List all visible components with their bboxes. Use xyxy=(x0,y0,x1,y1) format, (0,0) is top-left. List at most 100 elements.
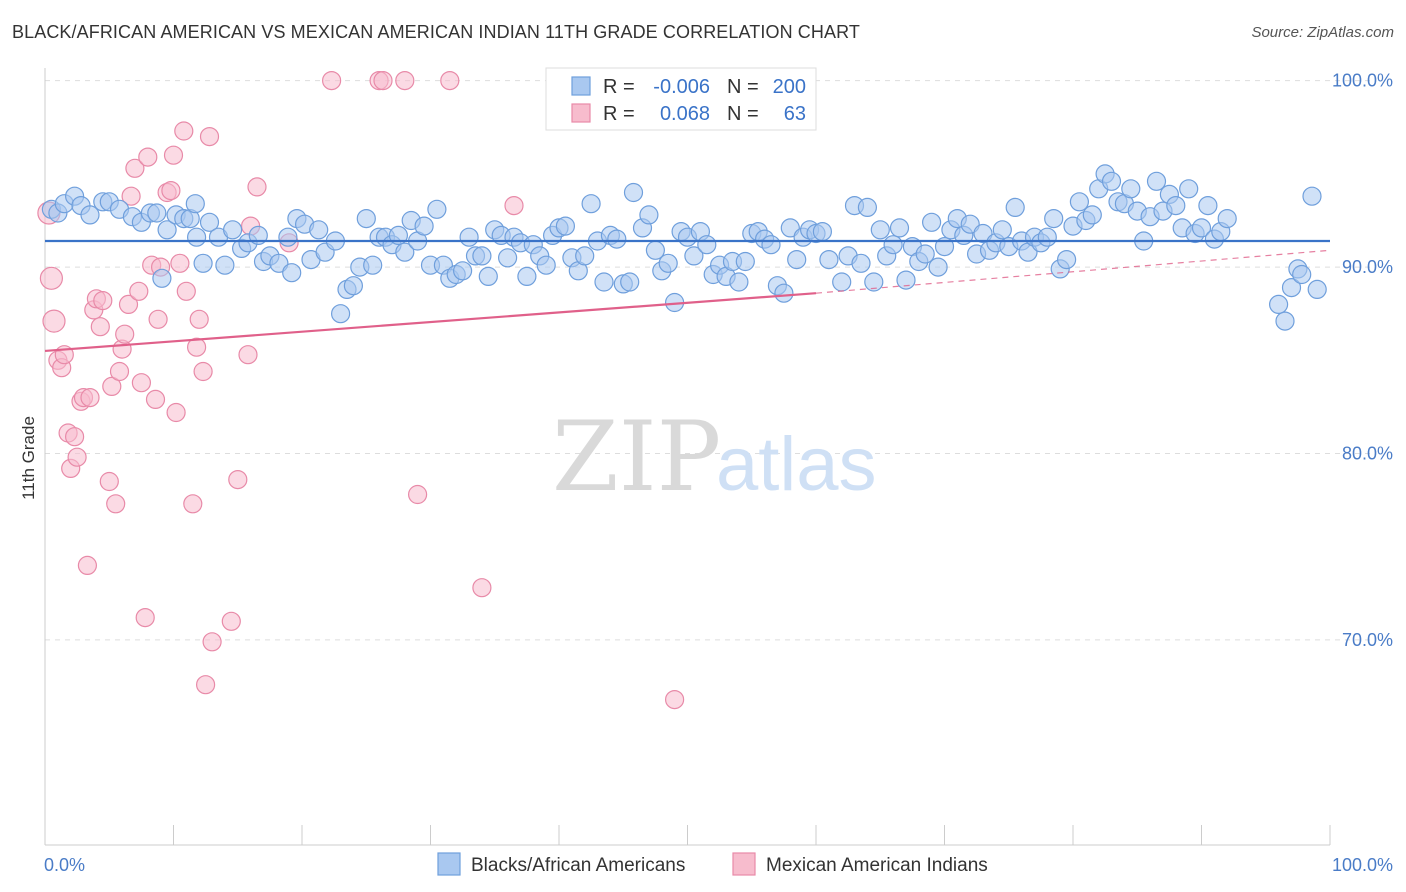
blue-point xyxy=(607,229,627,249)
pink-point xyxy=(93,291,113,311)
blue-point xyxy=(1037,227,1057,247)
blue-point xyxy=(498,248,518,268)
blue-point xyxy=(193,253,213,273)
pink-point xyxy=(109,361,130,382)
stats-legend: R = -0.006 N = 200 R = 0.068 N = 63 xyxy=(545,67,817,131)
series-blacks-african-americans xyxy=(41,164,1327,331)
series-legend-swatch-blue xyxy=(437,852,461,876)
pink-point xyxy=(221,611,241,631)
series-legend: Blacks/African Americans Mexican America… xyxy=(437,852,988,876)
blue-point xyxy=(536,255,556,275)
pink-point xyxy=(238,345,258,365)
legend-n-label-1: N = xyxy=(727,76,759,98)
legend-r-label-1: R = xyxy=(603,76,635,98)
blue-point xyxy=(639,205,659,225)
pink-point xyxy=(166,402,186,423)
blue-point xyxy=(1281,278,1302,298)
x-tick-label-0: 0.0% xyxy=(44,855,85,875)
y-tick-label-2: 80.0% xyxy=(1342,444,1393,464)
pink-point xyxy=(106,494,126,514)
blue-point xyxy=(1146,171,1167,191)
pink-point xyxy=(129,281,149,301)
blue-point xyxy=(1056,250,1077,270)
legend-swatch-pink xyxy=(571,103,591,123)
legend-swatch-blue xyxy=(571,76,591,96)
blue-point xyxy=(761,235,781,255)
pink-point xyxy=(193,361,213,382)
chart-title: BLACK/AFRICAN AMERICAN VS MEXICAN AMERIC… xyxy=(12,22,860,42)
pink-point xyxy=(135,607,155,628)
blue-point xyxy=(282,263,302,283)
legend-r-label-2: R = xyxy=(603,103,635,125)
blue-point xyxy=(414,216,434,236)
pink-point xyxy=(664,689,685,710)
pink-point xyxy=(176,281,196,301)
blue-point xyxy=(697,235,717,255)
pink-point xyxy=(121,186,141,206)
pink-point xyxy=(202,632,222,652)
pink-point xyxy=(161,181,181,201)
blue-point xyxy=(1044,209,1064,229)
x-tick-label-1: 100.0% xyxy=(1332,855,1393,875)
blue-point xyxy=(1268,294,1289,314)
blue-point xyxy=(223,220,243,240)
blue-point xyxy=(889,218,910,238)
blue-point xyxy=(395,242,415,262)
blue-point xyxy=(187,227,207,247)
blue-point xyxy=(973,223,993,244)
blue-point xyxy=(152,268,172,288)
blue-point xyxy=(575,246,595,266)
x-tick-labels: 0.0% 100.0% xyxy=(44,855,1393,875)
blue-point xyxy=(870,220,890,240)
blue-point xyxy=(1121,179,1141,199)
blue-point xyxy=(851,253,871,273)
blue-point xyxy=(594,272,614,292)
pink-point xyxy=(228,470,248,490)
blue-point xyxy=(199,212,220,232)
blue-point xyxy=(729,272,749,292)
blue-point xyxy=(356,209,376,229)
blue-point xyxy=(215,255,235,275)
pink-point xyxy=(115,324,135,344)
pink-point xyxy=(472,578,492,598)
blue-point xyxy=(1179,179,1199,199)
pink-point xyxy=(145,389,166,409)
blue-point xyxy=(331,304,351,324)
pink-point xyxy=(42,309,66,333)
blue-point xyxy=(921,212,942,232)
y-tick-label-3: 70.0% xyxy=(1342,630,1393,650)
pink-point xyxy=(80,388,100,408)
y-axis-label: 11th Grade xyxy=(19,416,38,500)
blue-point xyxy=(1307,279,1327,299)
chart-source: Source: ZipAtlas.com xyxy=(1251,24,1394,41)
series-legend-label-pink: Mexican American Indians xyxy=(766,855,988,876)
blue-point xyxy=(1069,192,1090,212)
blue-point xyxy=(147,203,167,223)
y-tick-label-1: 90.0% xyxy=(1342,257,1393,277)
blue-point xyxy=(555,216,576,236)
blue-point xyxy=(883,235,903,255)
legend-r-value-1: -0.006 xyxy=(653,76,710,98)
pink-point xyxy=(64,427,85,447)
blue-point xyxy=(478,266,498,286)
blue-point xyxy=(1166,196,1186,216)
blue-point xyxy=(735,251,755,272)
pink-point xyxy=(90,317,110,337)
blue-point xyxy=(157,220,177,240)
y-tick-label-0: 100.0% xyxy=(1332,71,1393,91)
series-mexican-american-indians xyxy=(37,70,685,710)
y-tick-labels: 100.0% 90.0% 80.0% 70.0% xyxy=(1332,71,1393,650)
blue-point xyxy=(915,244,935,264)
blue-point xyxy=(787,250,807,270)
blue-point xyxy=(581,194,601,214)
pink-point xyxy=(440,70,460,91)
blue-point xyxy=(684,246,704,266)
legend-r-value-2: 0.068 xyxy=(660,103,710,125)
pink-point xyxy=(148,309,168,329)
blue-point xyxy=(658,253,678,273)
trend-lines xyxy=(44,239,1331,353)
blue-point xyxy=(472,246,492,266)
pink-point xyxy=(39,266,64,290)
pink-point xyxy=(170,253,190,273)
